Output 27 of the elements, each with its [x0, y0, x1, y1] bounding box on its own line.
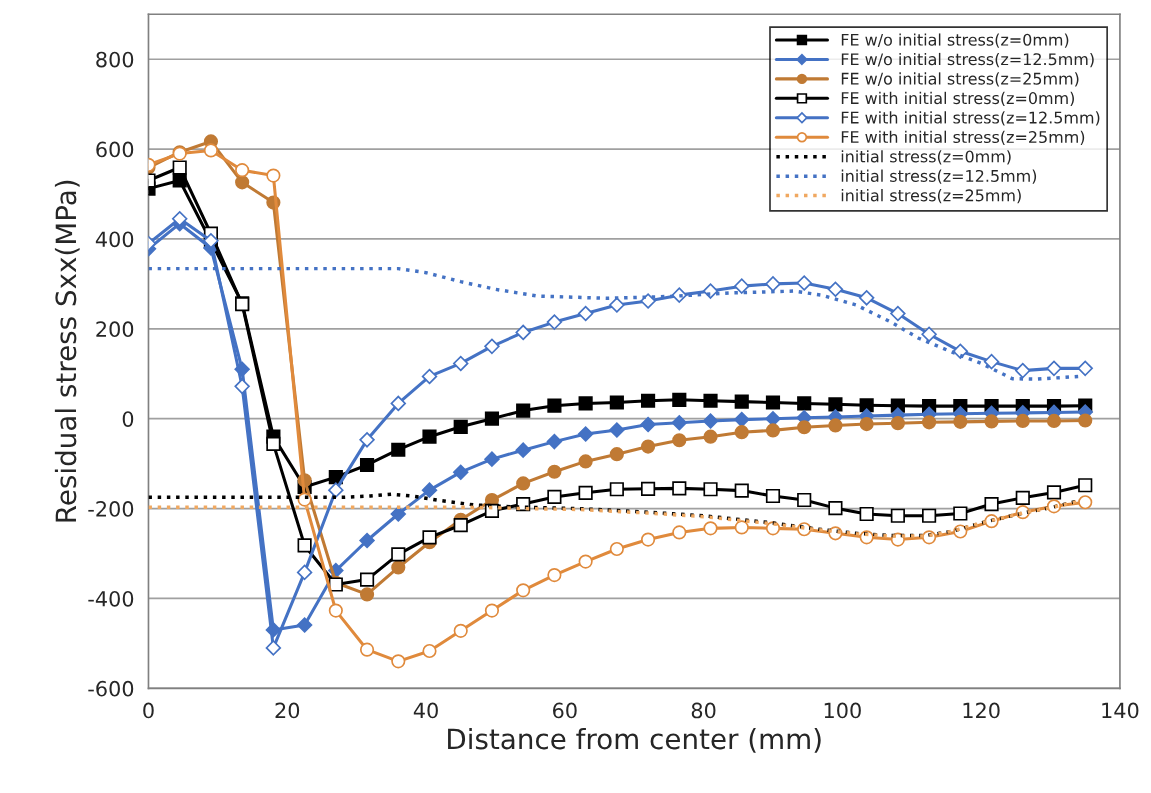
x-tick-label: 0	[143, 702, 154, 719]
y-tick-label: -600	[88, 680, 134, 697]
x-tick-label: 120	[963, 702, 1000, 719]
legend-label: FE with initial stress(z=0mm)	[841, 91, 1074, 107]
legend-label: FE w/o initial stress(z=0mm)	[841, 33, 1069, 48]
x-tick-label: 80	[691, 702, 716, 719]
legend-label: FE w/o initial stress(z=25mm)	[841, 72, 1079, 87]
y-tick-label: 0	[122, 411, 134, 427]
x-axis-title: Distance from center (mm)	[448, 727, 821, 753]
y-tick-label: 600	[96, 141, 134, 158]
y-tick-label: 200	[96, 321, 134, 338]
y-tick-label: -400	[88, 590, 134, 607]
legend-label: FE with initial stress(z=12.5mm)	[841, 111, 1100, 126]
legend-label: FE with initial stress(z=25mm)	[841, 130, 1085, 145]
x-tick-label: 60	[553, 702, 577, 719]
x-tick-label: 20	[275, 702, 300, 719]
y-tick-label: 400	[95, 231, 134, 248]
legend-label: initial stress(z=25mm)	[841, 189, 1021, 204]
x-tick-label: 40	[413, 702, 438, 719]
y-tick-label: 800	[96, 51, 134, 68]
y-axis-title: Residual stress Sxx(MPa)	[54, 180, 80, 522]
legend-label: initial stress(z=12.5mm)	[841, 169, 1037, 184]
y-tick-label: -200	[88, 501, 134, 517]
x-tick-label: 140	[1102, 702, 1139, 719]
legend-label: FE w/o initial stress(z=12.5mm)	[841, 52, 1094, 68]
x-tick-label: 100	[824, 702, 861, 719]
legend-label: initial stress(z=0mm)	[841, 150, 1011, 165]
